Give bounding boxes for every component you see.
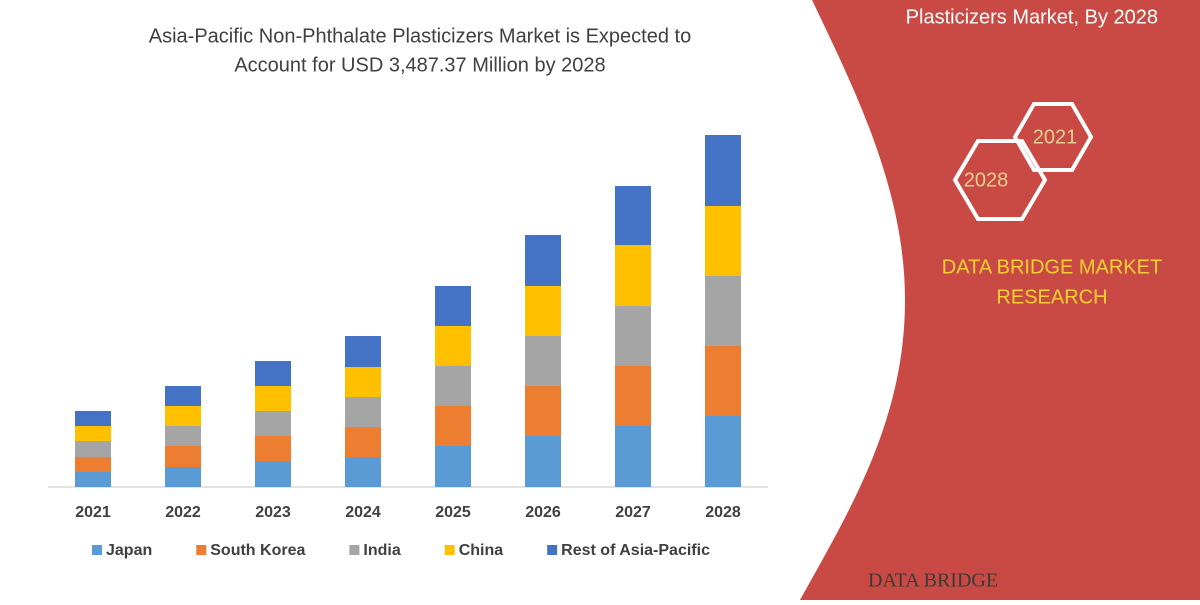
panel-headline: Plasticizers Market, By 2028 (906, 6, 1158, 28)
bar-segment (345, 397, 381, 427)
legend-marker (349, 545, 360, 555)
bar-segment (75, 472, 111, 487)
bar-segment (705, 206, 741, 276)
x-tick-label: 2025 (435, 504, 471, 521)
bar-segment (615, 306, 651, 366)
x-tick-label: 2024 (345, 504, 381, 521)
bar-segment (345, 336, 381, 367)
bar-segment (525, 336, 561, 386)
bar-segment (435, 366, 471, 406)
x-tick-label: 2026 (525, 504, 561, 521)
bar-segment (255, 386, 291, 411)
bar-segment (435, 406, 471, 446)
bar-segment (165, 386, 201, 406)
bar-segment (615, 426, 651, 487)
x-tick-label: 2023 (255, 504, 291, 521)
bar-segment (615, 186, 651, 245)
legend-label: South Korea (210, 542, 305, 559)
badge-label: 2021 (1033, 126, 1078, 148)
side-panel (800, 0, 1200, 600)
bar-segment (525, 436, 561, 487)
bar-segment (705, 276, 741, 346)
bar-segment (165, 426, 201, 446)
legend-marker (92, 545, 102, 555)
bar-segment (345, 457, 381, 487)
legend-label: China (459, 542, 504, 559)
brand-text: DATA BRIDGE MARKET (942, 256, 1162, 278)
bar-segment (705, 135, 741, 206)
bar-segment (75, 411, 111, 426)
brand-text: RESEARCH (996, 286, 1107, 308)
bar-segment (255, 436, 291, 461)
bar-segment (255, 461, 291, 487)
legend-label: India (363, 542, 400, 559)
legend-marker (444, 545, 455, 555)
legend-marker (547, 545, 558, 555)
bar-segment (615, 366, 651, 426)
bar-segment (435, 286, 471, 326)
x-tick-label: 2021 (75, 504, 111, 521)
bar-segment (75, 441, 111, 457)
bar-segment (705, 416, 741, 487)
bar-segment (165, 446, 201, 467)
logo-text: DATA BRIDGE (868, 570, 998, 592)
legend-label: Rest of Asia-Pacific (561, 542, 710, 559)
chart-title: Asia-Pacific Non-Phthalate Plasticizers … (149, 25, 691, 47)
x-tick-label: 2028 (705, 504, 741, 521)
legend-marker (196, 545, 207, 555)
bar-segment (525, 235, 561, 286)
x-tick-label: 2022 (165, 504, 201, 521)
bar-segment (435, 446, 471, 487)
badge-hexagon (952, 139, 1048, 221)
bar-segment (75, 457, 111, 472)
badge-label: 2028 (964, 169, 1009, 191)
bar-segment (705, 346, 741, 416)
x-tick-label: 2027 (615, 504, 651, 521)
bar-segment (255, 361, 291, 386)
bar-segment (255, 411, 291, 436)
bar-segment (615, 245, 651, 306)
badge-hexagon (1012, 102, 1094, 172)
bar-segment (525, 286, 561, 336)
bar-segment (435, 326, 471, 366)
bar-segment (75, 426, 111, 441)
chart-title: Account for USD 3,487.37 Million by 2028 (234, 54, 605, 76)
bar-segment (345, 367, 381, 397)
legend-label: Japan (106, 542, 152, 559)
bar-segment (525, 386, 561, 436)
bar-segment (345, 427, 381, 457)
bar-segment (165, 406, 201, 426)
bar-segment (165, 467, 201, 487)
